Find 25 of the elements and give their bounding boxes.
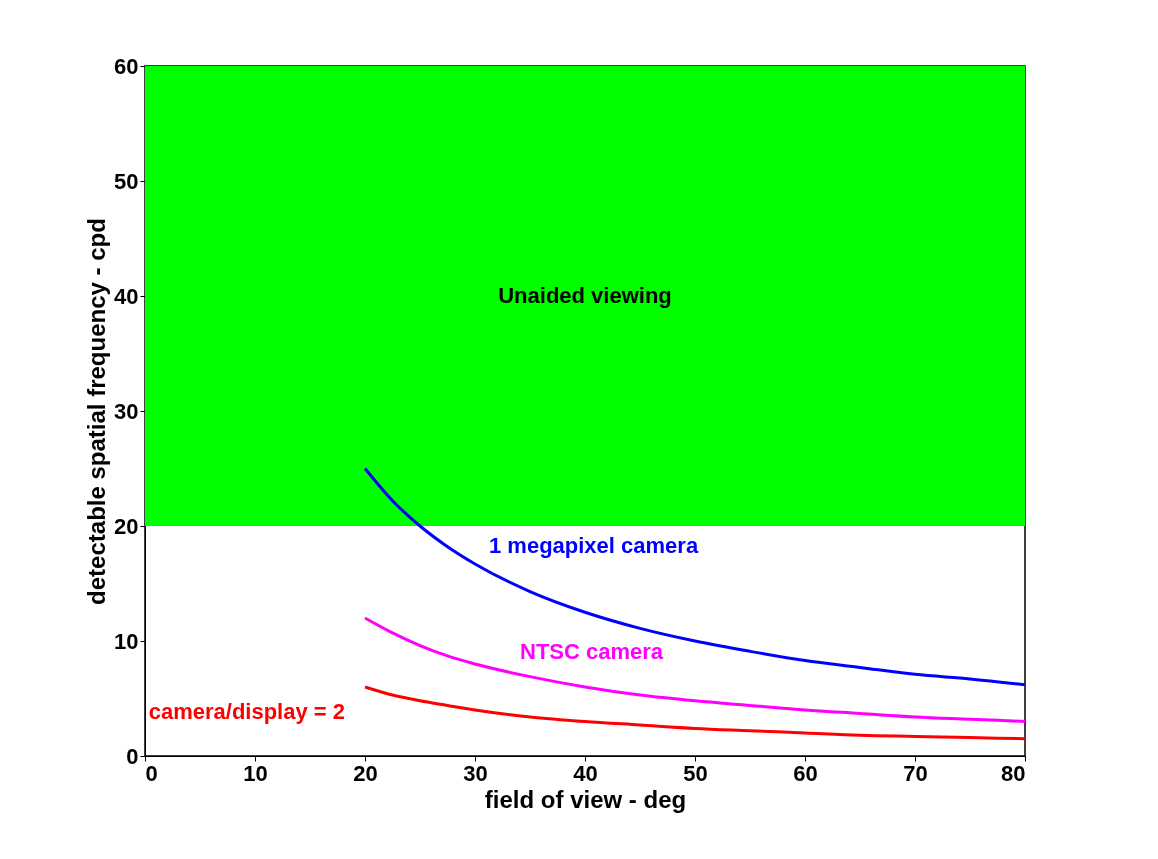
x-axis-title: field of view - deg (484, 785, 687, 813)
x-tick-label: 50 (683, 760, 708, 786)
x-tick-label: 60 (793, 760, 818, 786)
y-axis-title: detectable spatial frequency - cpd (83, 218, 111, 605)
y-tick-label: 40 (114, 283, 139, 309)
y-tick-label: 10 (114, 628, 139, 654)
series-label: 1 megapixel camera (489, 532, 699, 558)
x-tick-label: 20 (353, 760, 378, 786)
y-tick-label: 20 (114, 513, 139, 539)
y-tick-label: 60 (114, 53, 139, 79)
series-label: camera/display = 2 (148, 699, 345, 724)
line-series (363, 616, 1027, 723)
y-tick-label: 30 (114, 398, 139, 424)
x-tick-label: 10 (243, 760, 268, 786)
line-series (363, 685, 1027, 741)
x-tick-label: 40 (573, 760, 598, 786)
series-label: NTSC camera (520, 638, 664, 664)
y-tick-label: 0 (126, 743, 139, 769)
y-tick-label: 50 (114, 168, 139, 194)
x-tick-label: 70 (903, 760, 928, 786)
line-series (363, 467, 1027, 687)
band-label: Unaided viewing (498, 283, 672, 308)
x-tick-label: 80 (1001, 760, 1026, 786)
x-tick-label: 0 (145, 760, 158, 786)
x-tick-label: 30 (463, 760, 488, 786)
